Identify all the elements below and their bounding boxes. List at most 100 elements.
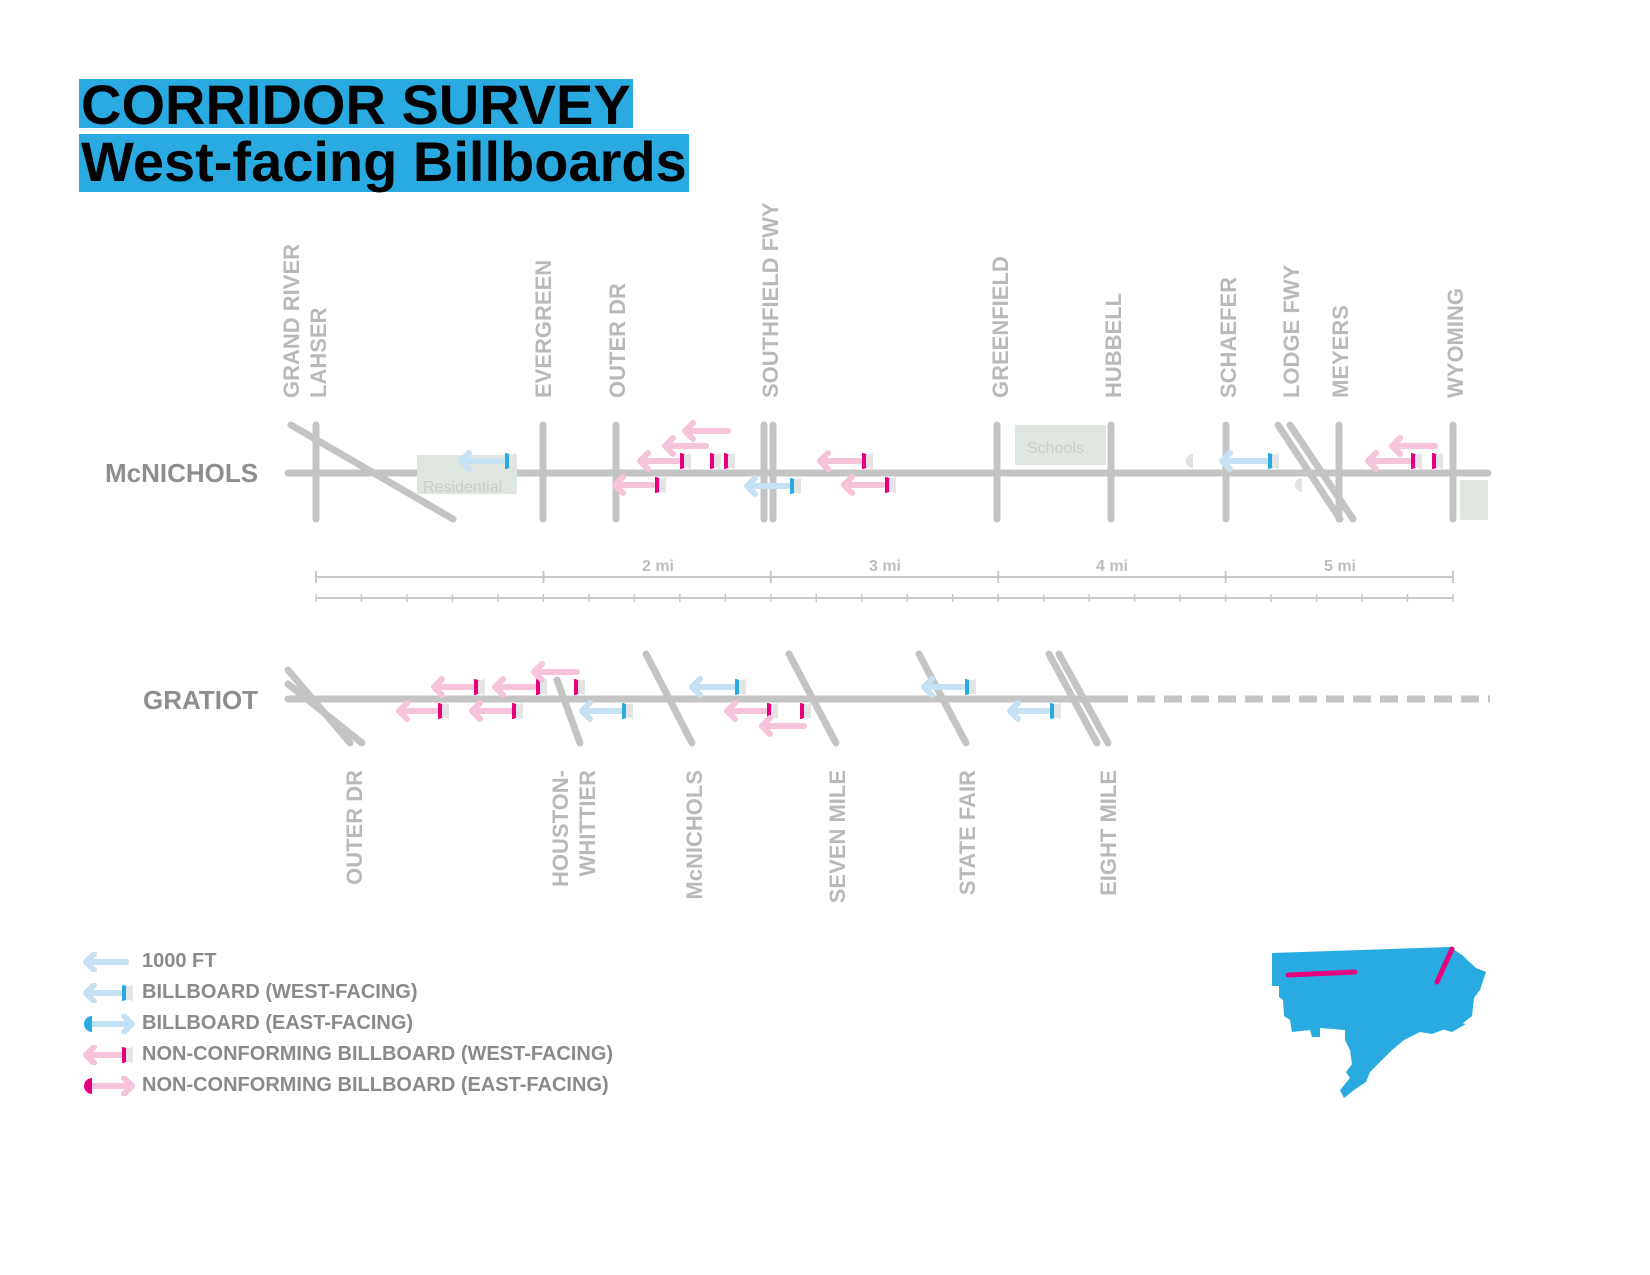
buffer-arrow-1000ft [662, 435, 709, 457]
buffer-arrow-1000ft [759, 715, 807, 737]
schools-zone [1015, 425, 1106, 465]
billboard-west-facing [1007, 700, 1061, 722]
detroit-city-shape [1272, 947, 1486, 1098]
buffer-arrow-1000ft [579, 700, 623, 722]
scale-label: 3 mi [869, 558, 901, 575]
buffer-arrow-1000ft [83, 982, 129, 1003]
legend-item: BILLBOARD (EAST-FACING) [82, 1008, 613, 1039]
billboard-west-icon [83, 982, 133, 1003]
buffer-arrow-1000ft [431, 676, 475, 698]
cross-street-label: LODGE FWY [1279, 264, 1304, 398]
billboard-face [889, 477, 896, 493]
billboard-face [714, 453, 721, 469]
buffer-arrow-1000ft [637, 450, 681, 472]
cross-street-label: OUTER DR [605, 283, 630, 398]
nonconforming-billboard-west-facing [469, 700, 523, 722]
billboard-face [540, 679, 547, 695]
schools-label: Schools [1027, 440, 1084, 457]
buffer-arrow-1000ft [492, 676, 537, 698]
buffer-arrow-1000ft [1389, 435, 1438, 457]
billboard-face [804, 703, 811, 719]
nonconforming-billboard-west-facing [724, 700, 778, 722]
buffer-arrow-1000ft [83, 1044, 129, 1065]
billboard-face [739, 679, 746, 695]
nonconforming-billboard-west-facing [800, 703, 811, 719]
buffer-arrow-1000ft [1365, 450, 1412, 472]
legend-label: BILLBOARD (WEST-FACING) [142, 981, 418, 1003]
legend-label: 1000 FT [142, 950, 217, 972]
legend-label: NON-CONFORMING BILLBOARD (EAST-FACING) [142, 1074, 609, 1096]
cross-street-state-fair [915, 650, 970, 747]
cross-street-lodge-fwy [1286, 421, 1357, 523]
legend-label: NON-CONFORMING BILLBOARD (WEST-FACING) [142, 1043, 614, 1065]
billboard-west-facing [1219, 450, 1279, 472]
belle-isle [1438, 1022, 1466, 1032]
cross-street-label: EIGHT MILE [1096, 770, 1121, 896]
buffer-arrow-1000ft [841, 474, 886, 496]
mcnichols-road-label: McNICHOLS [105, 458, 258, 488]
billboard-face [442, 703, 449, 719]
cross-street-label: HOUSTON- [548, 770, 573, 887]
billboard-marker [84, 1077, 92, 1094]
cross-street-lodge-fwy [1274, 421, 1344, 523]
cross-street-label: GREENFIELD [988, 256, 1013, 398]
cross-street-label: HUBBELL [1101, 293, 1126, 398]
billboard-face [1272, 453, 1279, 469]
nonconforming-billboard-west-facing [710, 453, 721, 469]
nonconforming-billboard-west-facing [1365, 450, 1422, 472]
buffer-arrow-1000ft [469, 700, 513, 722]
nonconforming-billboard-west-facing [431, 676, 485, 698]
legend-item: NON-CONFORMING BILLBOARD (EAST-FACING) [82, 1070, 613, 1101]
billboard-face [478, 679, 485, 695]
legend: 1000 FT BILLBOARD (WEST-FACING) BILLBOARD … [82, 946, 613, 1101]
buffer-arrow-1000ft [458, 450, 506, 472]
billboard-face [1436, 453, 1443, 469]
billboard-west-facing [744, 475, 801, 497]
cross-street-label: STATE FAIR [955, 770, 980, 895]
legend-item: NON-CONFORMING BILLBOARD (WEST-FACING) [82, 1039, 613, 1070]
billboard-face [866, 453, 873, 469]
legend-label: BILLBOARD (EAST-FACING) [142, 1012, 414, 1034]
billboard-face [794, 478, 801, 494]
billboard-west-facing [458, 450, 516, 472]
nonconforming-billboard-west-facing [841, 474, 896, 496]
cross-street-label: McNICHOLS [682, 770, 707, 900]
billboard-face [626, 703, 633, 719]
cross-street-eight-mile [1055, 650, 1112, 747]
cross-street-seven-mile [785, 650, 840, 747]
buffer-arrow-1000ft [724, 700, 768, 722]
cross-street-houston-whittier [553, 676, 584, 747]
billboard-face [1054, 703, 1061, 719]
arrow-1000ft-icon [83, 951, 129, 972]
scale-label: 5 mi [1324, 558, 1356, 575]
cross-street-eight-mile [1045, 650, 1101, 747]
cross-street-outer-dr [284, 680, 366, 747]
cross-street-label: GRAND RIVER [279, 244, 304, 398]
cross-street-label: OUTER DR [342, 770, 367, 885]
residential-label: Residential [423, 479, 502, 496]
cross-street-label: SOUTHFIELD FWY [758, 202, 783, 398]
cross-street-label: SCHAEFER [1216, 277, 1241, 398]
cross-street-label: WHITTIER [575, 770, 600, 876]
cross-street-label: EVERGREEN [531, 260, 556, 398]
billboard-face [126, 984, 133, 1001]
billboard-face [509, 453, 516, 469]
buffer-arrow-1000ft [921, 676, 966, 698]
buffer-arrow-1000ft [817, 450, 863, 472]
cross-street-mcnichols [642, 650, 696, 747]
nonconforming-billboard-west-facing [817, 450, 873, 472]
removed-billboard-marker [1186, 454, 1193, 468]
billboard-east-icon [84, 1013, 135, 1034]
billboard-face [728, 453, 735, 469]
buffer-arrow-1000ft [689, 676, 736, 698]
billboard-face [578, 679, 585, 695]
billboard-face [969, 679, 976, 695]
nonconforming-billboard-west-facing [637, 450, 691, 472]
nonconforming-billboard-west-facing [574, 679, 585, 695]
billboard-marker [84, 1015, 92, 1032]
billboard-face [771, 703, 778, 719]
buffer-arrow-1000ft [1219, 450, 1269, 472]
billboard-west-facing [689, 676, 746, 698]
detroit-locator-map [1272, 946, 1486, 1098]
